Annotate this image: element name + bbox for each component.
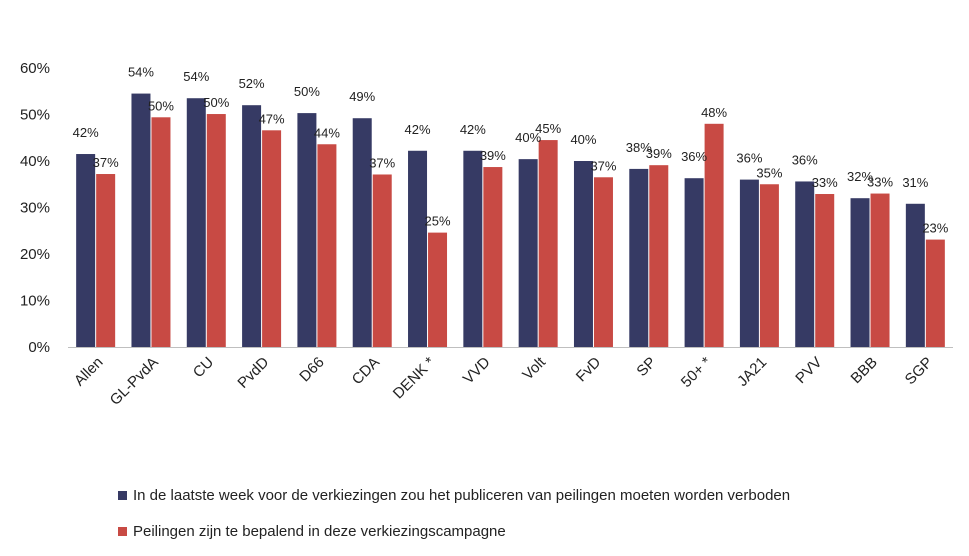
bar-series-2 <box>428 232 448 347</box>
bar-series-1 <box>352 118 372 347</box>
y-tick-label: 60% <box>20 60 50 77</box>
data-label-series-2: 25% <box>425 214 451 229</box>
data-label-series-1: 36% <box>792 152 818 167</box>
bar-series-1 <box>905 203 925 347</box>
data-label-series-2: 48% <box>701 105 727 120</box>
data-label-series-2: 39% <box>480 148 506 163</box>
bar-series-1 <box>629 168 649 347</box>
data-label-series-2: 39% <box>646 146 672 161</box>
bar-series-1 <box>242 105 262 347</box>
data-label-series-1: 54% <box>183 69 209 84</box>
x-tick-label: CU <box>190 354 217 381</box>
bar-series-1 <box>518 159 538 347</box>
data-label-series-1: 54% <box>128 65 154 80</box>
bar-series-1 <box>463 150 483 347</box>
legend-swatch-series-2 <box>118 526 127 536</box>
bar-series-2 <box>206 114 226 347</box>
legend-label-series-2: Peilingen zijn te bepalend in deze verki… <box>133 522 506 540</box>
x-tick-label: D66 <box>296 354 327 385</box>
data-label-series-1: 49% <box>349 89 375 104</box>
data-label-series-1: 42% <box>460 122 486 137</box>
bars <box>76 93 945 347</box>
data-label-series-2: 35% <box>756 165 782 180</box>
data-label-series-2: 45% <box>535 121 561 136</box>
bar-series-2 <box>262 130 282 347</box>
bar-series-1 <box>795 181 815 347</box>
x-tick-label: CDA <box>349 354 383 388</box>
data-label-series-1: 40% <box>570 132 596 147</box>
data-label-series-2: 23% <box>922 221 948 236</box>
bar-series-2 <box>759 184 779 347</box>
bar-series-1 <box>739 179 759 347</box>
x-tick-label: Allen <box>71 354 107 390</box>
bar-series-1 <box>76 154 96 347</box>
bar-series-2 <box>593 177 613 347</box>
data-label-series-1: 52% <box>239 76 265 91</box>
data-label-series-1: 40% <box>515 130 541 145</box>
x-tick-label: JA21 <box>734 354 770 390</box>
legend-label-series-1: In de laatste week voor de verkiezingen … <box>133 486 791 504</box>
bar-series-2 <box>151 117 171 347</box>
data-label-series-2: 47% <box>259 111 285 126</box>
legend-item-series-2: Peilingen zijn te bepalend in deze verki… <box>118 520 790 542</box>
y-axis: 0% 10% 20% 30% 40% 50% 60% <box>20 60 50 356</box>
data-label-series-1: 50% <box>294 84 320 99</box>
data-label-series-1: 42% <box>405 122 431 137</box>
x-tick-label: BBB <box>848 354 881 387</box>
bar-series-2 <box>317 144 337 347</box>
bar-series-1 <box>850 198 870 347</box>
data-label-series-2: 50% <box>148 98 174 113</box>
category-labels: Allen GL-PvdA CU PvdD D66 CDA DENK * VVD Volt FvD… <box>71 353 936 409</box>
bar-series-1 <box>684 178 704 347</box>
bar-series-1 <box>573 161 593 347</box>
x-tick-label: SP <box>633 354 659 380</box>
legend: In de laatste week voor de verkiezingen … <box>118 484 790 556</box>
bar-series-2 <box>815 194 835 347</box>
y-tick-label: 30% <box>20 200 50 217</box>
y-tick-label: 20% <box>20 246 50 263</box>
x-tick-label: Volt <box>519 353 549 383</box>
y-tick-label: 10% <box>20 293 50 310</box>
bar-series-1 <box>186 98 206 347</box>
legend-item-series-1: In de laatste week voor de verkiezingen … <box>118 484 790 506</box>
bar-series-2 <box>538 140 558 347</box>
data-label-series-2: 50% <box>203 95 229 110</box>
data-label-series-1: 38% <box>626 140 652 155</box>
bar-series-1 <box>408 150 428 347</box>
data-label-series-1: 31% <box>902 175 928 190</box>
y-tick-label: 50% <box>20 107 50 124</box>
bar-series-1 <box>297 113 317 347</box>
x-tick-label: SGP <box>902 354 936 388</box>
x-tick-label: DENK * <box>390 354 439 403</box>
y-tick-label: 40% <box>20 153 50 170</box>
bar-series-2 <box>96 174 116 347</box>
x-tick-label: 50+ * <box>678 354 715 391</box>
legend-swatch-series-1 <box>118 490 127 500</box>
data-label-series-1: 36% <box>681 149 707 164</box>
x-tick-label: PvdD <box>234 354 272 392</box>
y-tick-label: 0% <box>28 339 50 356</box>
data-label-series-1: 32% <box>847 169 873 184</box>
x-tick-label: FvD <box>573 354 605 386</box>
bar-series-2 <box>704 123 724 347</box>
data-label-series-2: 37% <box>93 155 119 170</box>
bar-series-1 <box>131 93 151 347</box>
bar-chart: 0% 10% 20% 30% 40% 50% 60% 42% 37% 54% 50% 54% 50% 5… <box>20 60 953 409</box>
data-labels: 42% 37% 54% 50% 54% 50% 52% 47% 50% 44% 49% 37% 42% 2… <box>73 65 949 236</box>
data-label-series-1: 36% <box>736 151 762 166</box>
x-tick-label: PVV <box>792 354 825 387</box>
bar-series-2 <box>870 193 890 347</box>
data-label-series-1: 42% <box>73 125 99 140</box>
x-tick-label: VVD <box>460 354 494 388</box>
x-tick-label: GL-PvdA <box>107 354 162 409</box>
bar-series-2 <box>925 239 945 347</box>
bar-series-2 <box>372 174 392 347</box>
bar-series-2 <box>649 165 669 347</box>
data-label-series-2: 37% <box>590 158 616 173</box>
data-label-series-2: 33% <box>812 175 838 190</box>
data-label-series-2: 44% <box>314 125 340 140</box>
data-label-series-2: 37% <box>369 155 395 170</box>
bar-series-2 <box>483 167 503 347</box>
data-label-series-2: 33% <box>867 175 893 190</box>
